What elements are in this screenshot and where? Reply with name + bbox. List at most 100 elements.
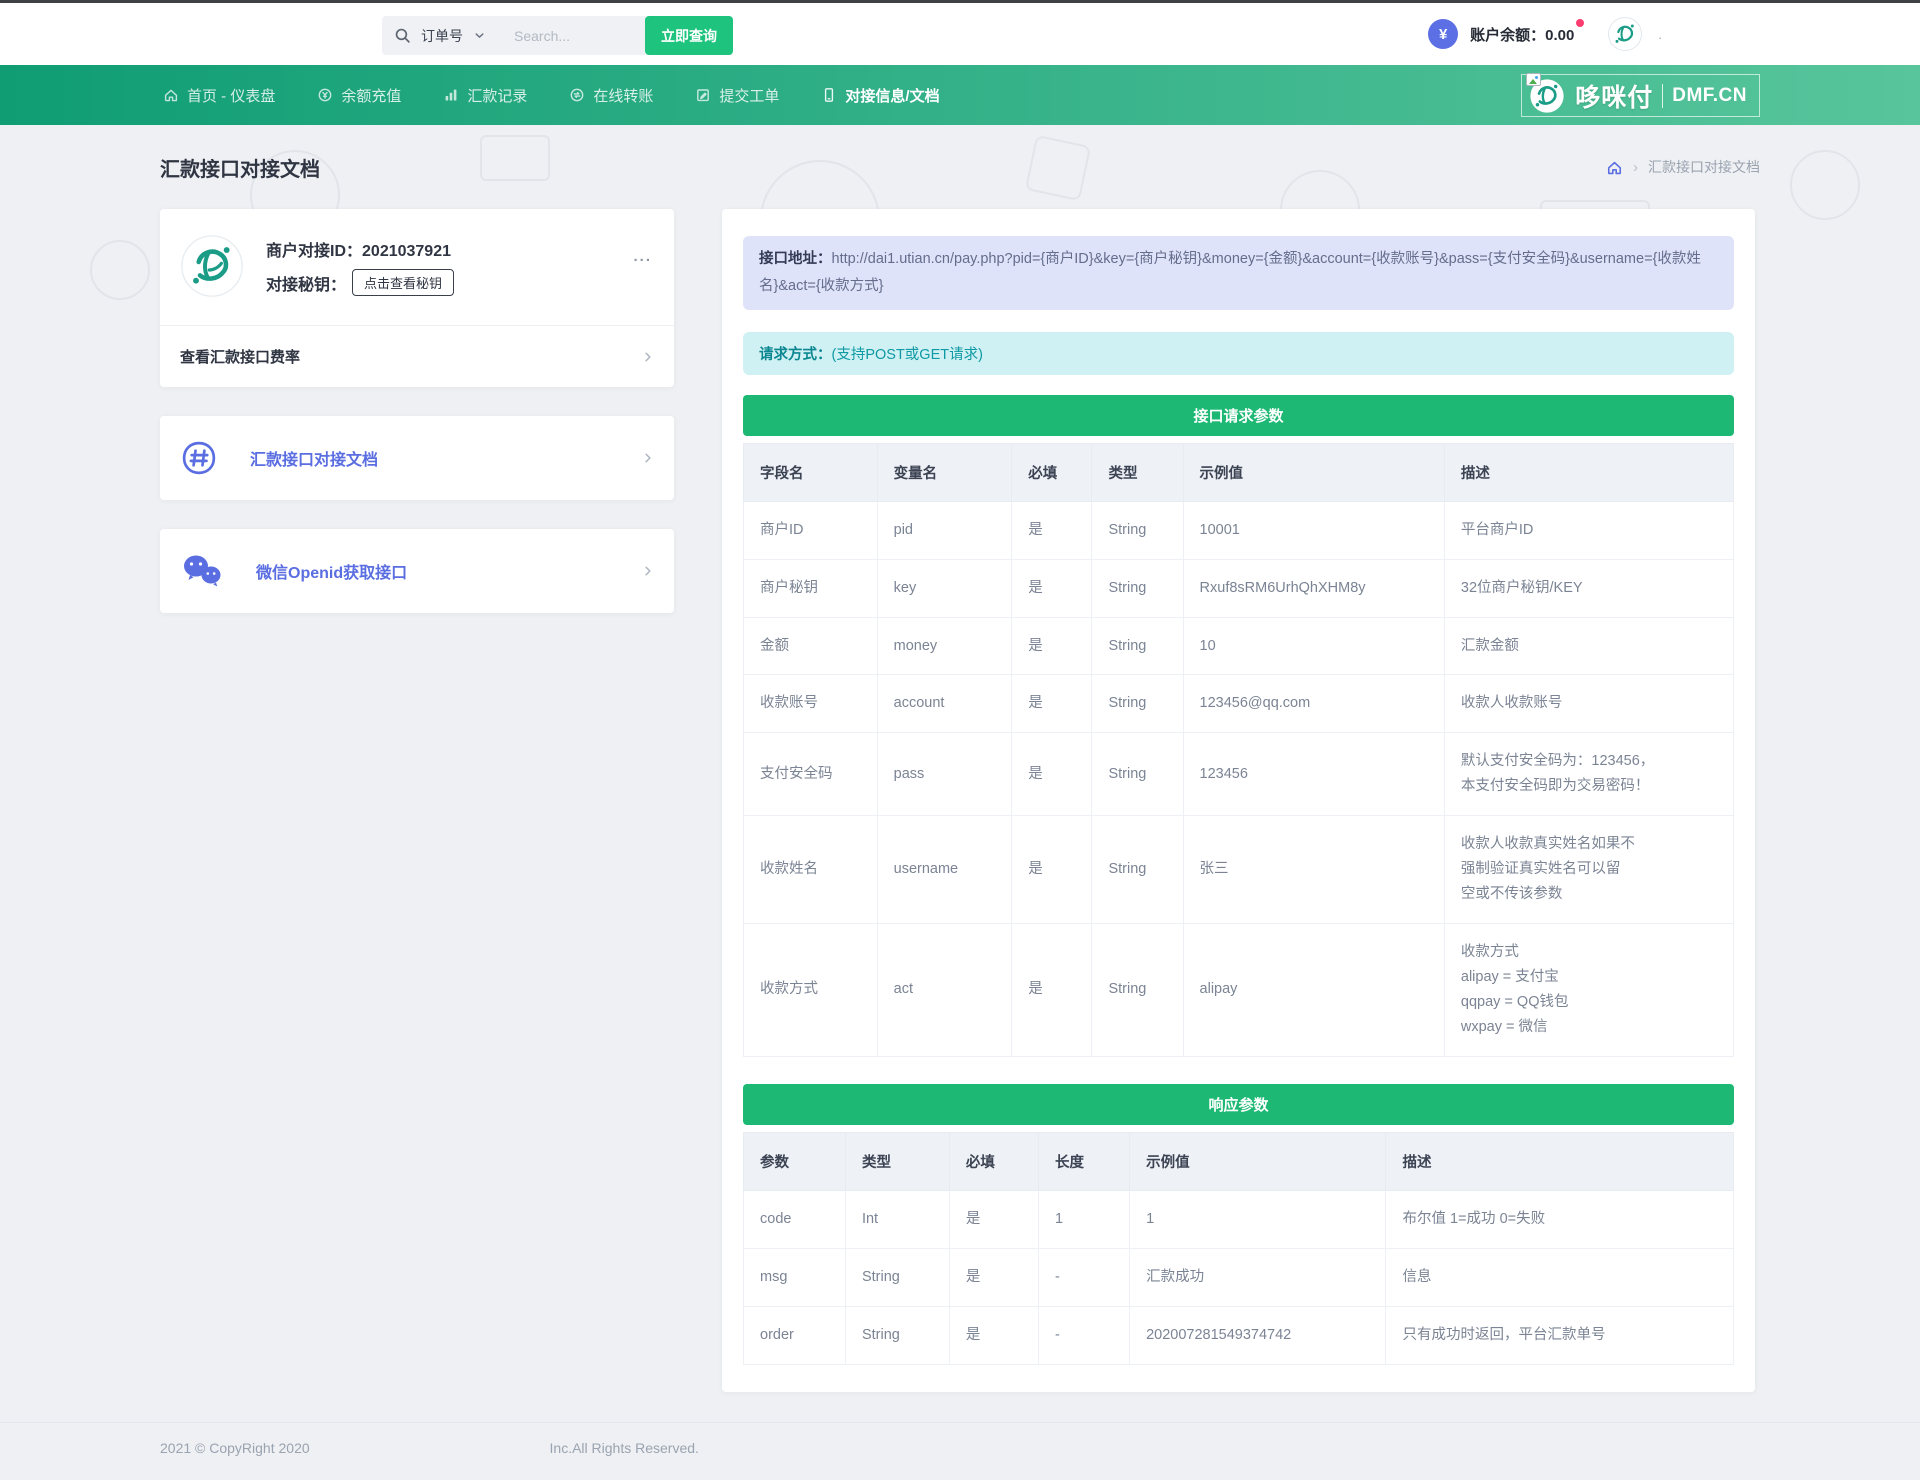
- merchant-key-label: 对接秘钥：: [266, 276, 347, 294]
- nav-item-dashboard[interactable]: 首页 - 仪表盘: [163, 85, 275, 106]
- rate-link-label: 查看汇款接口费率: [180, 349, 301, 366]
- nav-item-recharge[interactable]: 余额充值: [317, 85, 401, 106]
- table-cell: 汇款金额: [1443, 616, 1735, 676]
- table-cell: 是: [1011, 923, 1093, 1057]
- table-cell: 10: [1182, 616, 1445, 676]
- api-url-alert: 接口地址：http://dai1.utian.cn/pay.php?pid={商…: [743, 236, 1734, 310]
- column-header: 字段名: [743, 442, 878, 502]
- table-cell: String: [1091, 558, 1184, 618]
- column-header: 类型: [844, 1131, 950, 1191]
- column-header: 必填: [948, 1131, 1040, 1191]
- table-cell: alipay: [1182, 923, 1445, 1057]
- table-cell: money: [876, 616, 1013, 676]
- table-cell: 是: [1011, 558, 1093, 618]
- home-icon: [163, 87, 179, 103]
- header-row: 参数 类型 必填 长度 示例值 描述: [743, 1131, 1734, 1191]
- table-row: code Int 是 1 1 布尔值 1=成功 0=失败: [743, 1189, 1734, 1249]
- main-navbar: 首页 - 仪表盘 余额充值 汇款记录 在线转账 提交工单 对接信息/文档 哆咪付: [0, 65, 1920, 125]
- table-cell: 1: [1129, 1189, 1387, 1249]
- table-row: 收款账号 account 是 String 123456@qq.com 收款人收款账号: [743, 674, 1735, 734]
- table-cell: Rxuf8sRM6UrhQhXHM8y: [1182, 558, 1445, 618]
- view-rate-link[interactable]: 查看汇款接口费率: [160, 326, 674, 387]
- table-cell: String: [1091, 616, 1184, 676]
- breadcrumb-home-icon[interactable]: [1606, 159, 1623, 176]
- balance-label: 账户余额：: [1470, 26, 1546, 44]
- footer: 2021 © CopyRight 2020 Inc.All Rights Res…: [0, 1421, 1920, 1480]
- breadcrumb: › 汇款接口对接文档: [1606, 157, 1760, 177]
- table-cell: 是: [948, 1305, 1040, 1365]
- chevron-down-icon: [473, 29, 486, 42]
- nav-label: 首页 - 仪表盘: [187, 87, 276, 105]
- table-cell: String: [1091, 732, 1184, 817]
- sidebar-item-remit-docs[interactable]: 汇款接口对接文档: [160, 416, 674, 500]
- table-cell: 是: [1011, 732, 1093, 817]
- nav-item-transfer[interactable]: 在线转账: [569, 85, 653, 106]
- table-row: 支付安全码 pass 是 String 123456 默认支付安全码为：123456， 本…: [743, 732, 1735, 817]
- response-params-table: 参数 类型 必填 长度 示例值 描述 code Int 是 1 1 布尔值 1=成功 0=失败 msg S…: [743, 1131, 1734, 1365]
- column-header: 参数: [743, 1131, 846, 1191]
- search-box[interactable]: 订单号 Search...: [382, 16, 645, 55]
- footer-rights: Inc.All Rights Reserved.: [549, 1439, 699, 1456]
- table-cell: 123456@qq.com: [1182, 674, 1445, 734]
- table-cell: order: [743, 1305, 846, 1365]
- broken-image-icon: [1526, 72, 1542, 86]
- column-header: 必填: [1011, 442, 1093, 502]
- table-row: 收款姓名 username 是 String 张三 收款人收款真实姓名如果不 强制验证真实…: [743, 815, 1735, 925]
- table-cell: -: [1037, 1305, 1131, 1365]
- table-cell: 只有成功时返回，平台汇款单号: [1385, 1305, 1734, 1365]
- table-cell: 收款人收款账号: [1443, 674, 1735, 734]
- response-params-title: 响应参数: [743, 1083, 1734, 1125]
- notification-dot: [1576, 18, 1585, 27]
- table-cell: 是: [948, 1189, 1040, 1249]
- search-input[interactable]: Search...: [514, 27, 571, 44]
- column-header: 长度: [1037, 1131, 1131, 1191]
- request-params-table: 字段名 变量名 必填 类型 示例值 描述 商户ID pid 是 String 10001 平台商户ID…: [743, 442, 1735, 1057]
- brand-logo-icon: [1526, 72, 1566, 115]
- page-head: 汇款接口对接文档 › 汇款接口对接文档: [0, 125, 1920, 209]
- sidebar-item-wechat-openid[interactable]: 微信Openid获取接口: [160, 529, 674, 613]
- table-cell: -: [1037, 1247, 1131, 1307]
- merchant-card: 商户对接ID：2021037921 对接秘钥： 点击查看秘钥 ... 查看汇款接…: [160, 209, 674, 387]
- table-cell: msg: [743, 1247, 846, 1307]
- merchant-logo: [180, 234, 244, 298]
- nav-item-ticket[interactable]: 提交工单: [695, 85, 779, 106]
- table-row: msg String 是 - 汇款成功 信息: [743, 1247, 1734, 1307]
- table-cell: String: [844, 1247, 950, 1307]
- table-cell: 支付安全码: [743, 732, 878, 817]
- wechat-icon: [180, 552, 224, 590]
- table-cell: 是: [1011, 616, 1093, 676]
- table-cell: 收款方式: [743, 923, 878, 1057]
- table-cell: pid: [876, 500, 1013, 560]
- docs-icon: [821, 87, 837, 103]
- table-cell: String: [1091, 923, 1184, 1057]
- table-cell: String: [1091, 500, 1184, 560]
- search-category-select[interactable]: 订单号: [421, 27, 463, 44]
- query-now-button[interactable]: 立即查询: [645, 16, 733, 55]
- breadcrumb-separator: ›: [1633, 158, 1638, 176]
- request-method-alert: 请求方式：(支持POST或GET请求): [743, 331, 1734, 375]
- nav-item-records[interactable]: 汇款记录: [443, 85, 527, 106]
- merchant-key-row: 对接秘钥： 点击查看秘钥: [266, 269, 455, 296]
- api-url-label: 接口地址：: [759, 251, 832, 267]
- column-header: 描述: [1443, 442, 1735, 502]
- request-method-text: (支持POST或GET请求): [831, 346, 983, 363]
- user-menu-indicator[interactable]: .: [1658, 26, 1662, 42]
- chevron-right-icon: [642, 565, 654, 577]
- brand-logo-box[interactable]: 哆咪付 DMF.CN: [1521, 72, 1760, 117]
- header-row: 字段名 变量名 必填 类型 示例值 描述: [743, 442, 1735, 502]
- user-avatar[interactable]: [1608, 17, 1643, 51]
- view-key-button[interactable]: 点击查看秘钥: [352, 269, 455, 296]
- transfer-icon: [569, 87, 585, 103]
- nav-label: 对接信息/文档: [845, 87, 940, 105]
- ticket-icon: [695, 87, 711, 103]
- breadcrumb-current: 汇款接口对接文档: [1648, 159, 1760, 175]
- table-cell: 布尔值 1=成功 0=失败: [1385, 1189, 1734, 1249]
- table-cell: 信息: [1385, 1247, 1734, 1307]
- sidebar: 商户对接ID：2021037921 对接秘钥： 点击查看秘钥 ... 查看汇款接…: [160, 209, 674, 613]
- column-header: 示例值: [1182, 442, 1445, 502]
- table-cell: 平台商户ID: [1443, 500, 1735, 560]
- nav-item-docs[interactable]: 对接信息/文档: [821, 85, 940, 106]
- table-cell: 是: [1011, 674, 1093, 734]
- table-cell: key: [876, 558, 1013, 618]
- api-url-value: http://dai1.utian.cn/pay.php?pid={商户ID}&…: [759, 251, 1701, 294]
